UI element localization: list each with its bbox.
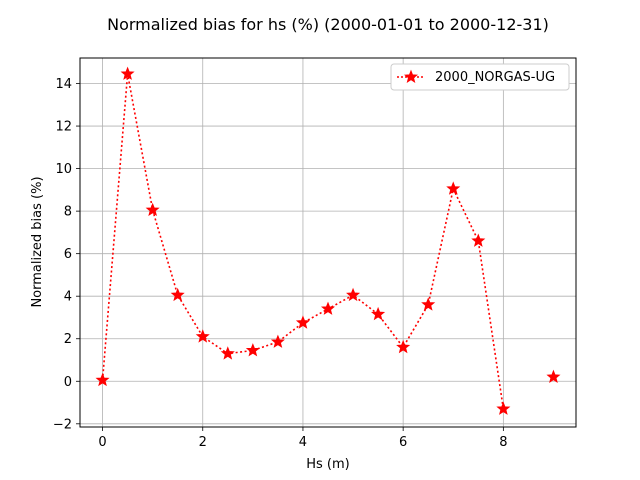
- chart-title: Normalized bias for hs (%) (2000-01-01 t…: [107, 15, 549, 34]
- data-point-star: [320, 301, 336, 315]
- plot-area: [79, 57, 577, 428]
- legend-label: 2000_NORGAS-UG: [435, 70, 555, 85]
- data-point-star: [295, 315, 310, 329]
- x-tick-label: 0: [98, 435, 106, 450]
- data-point-star: [421, 297, 436, 311]
- legend-star-marker: [403, 69, 419, 83]
- data-point-star: [95, 372, 110, 387]
- data-point-star: [245, 343, 260, 357]
- data-point-star: [371, 306, 386, 321]
- x-axis-title: Hs (m): [306, 457, 350, 472]
- data-point-star: [145, 202, 160, 217]
- y-tick-label: 4: [64, 290, 72, 305]
- data-point-star: [120, 66, 135, 80]
- y-tick-label: 8: [64, 205, 72, 220]
- legend: 2000_NORGAS-UG: [390, 63, 570, 91]
- x-tick-label: 4: [299, 435, 307, 450]
- y-tick-label: 12: [55, 120, 72, 135]
- x-tick-label: 2: [199, 435, 207, 450]
- y-tick-label: 10: [55, 162, 72, 177]
- series-line: [101, 73, 505, 410]
- data-point-star: [270, 334, 285, 348]
- data-point-star: [496, 401, 511, 415]
- series-group: [95, 66, 561, 415]
- y-tick-label: 6: [64, 247, 72, 262]
- data-point-star: [446, 181, 461, 195]
- y-tick-label: 2: [64, 332, 72, 347]
- x-tick-label: 8: [499, 435, 507, 450]
- y-axis: −2 0 2 4 6 8 10 12 14: [53, 77, 80, 432]
- data-point-star: [195, 329, 210, 343]
- data-point-star: [471, 233, 486, 247]
- data-point-star: [396, 339, 411, 354]
- x-axis: 0 2 4 6 8: [98, 427, 507, 450]
- legend-box: [390, 63, 570, 91]
- y-tick-label: 14: [55, 77, 72, 92]
- y-tick-label: −2: [53, 417, 72, 432]
- grid-lines: [80, 58, 576, 427]
- data-point-star: [546, 369, 561, 383]
- data-point-star: [220, 346, 235, 360]
- x-tick-label: 6: [399, 435, 407, 450]
- data-point-star: [346, 287, 361, 302]
- y-tick-label: 0: [64, 375, 72, 390]
- y-axis-title: Normalized bias (%): [30, 176, 45, 307]
- data-point-star: [170, 287, 185, 302]
